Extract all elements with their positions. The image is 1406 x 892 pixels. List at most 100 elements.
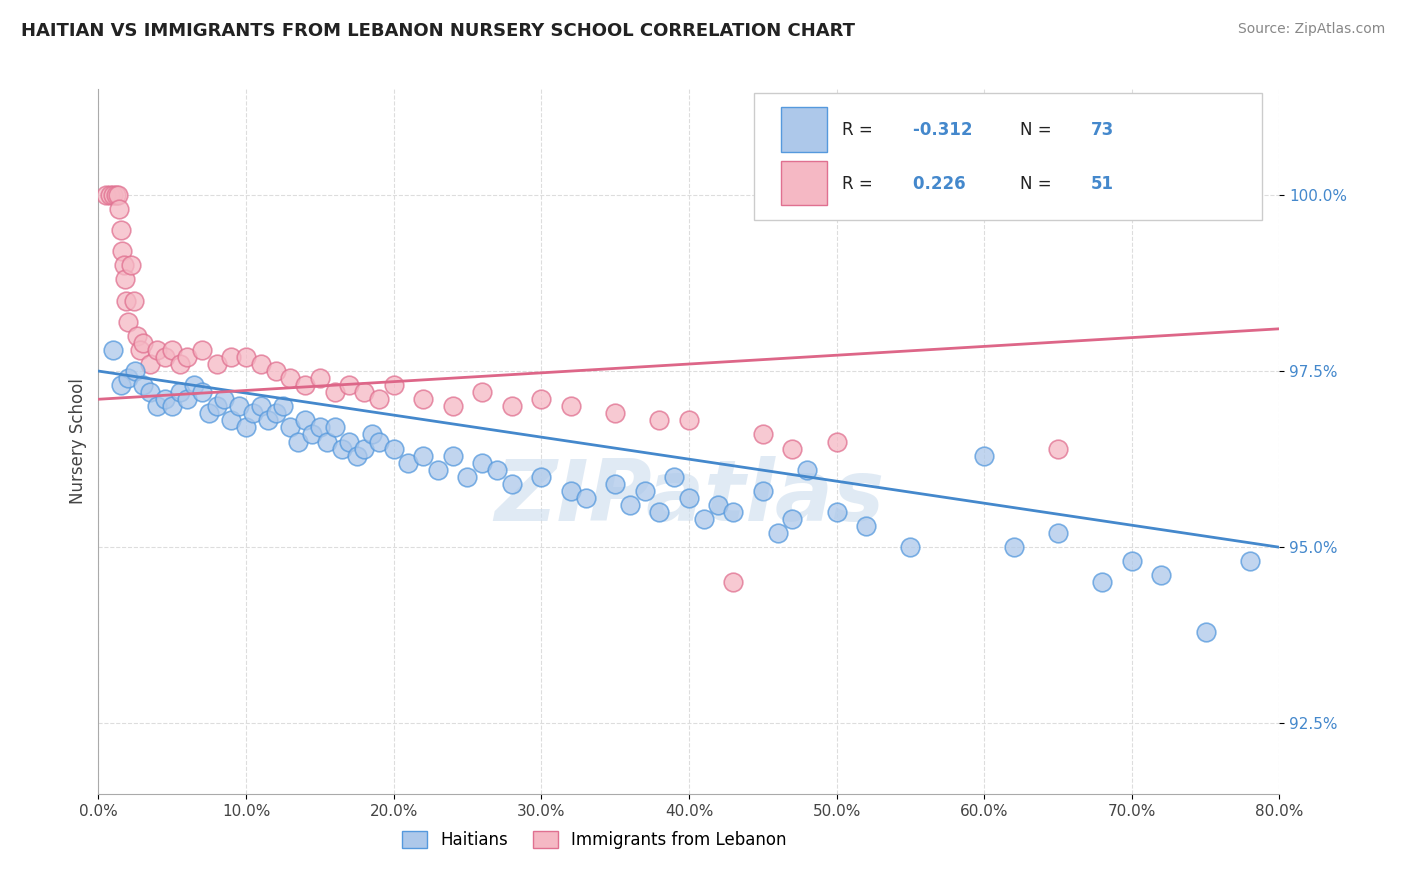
Point [110, 378, 132, 392]
Point [339, 434, 361, 449]
Point [271, 400, 294, 414]
Point [330, 442, 353, 456]
Point [105, 188, 128, 202]
Point [264, 406, 287, 420]
Text: N =: N = [1019, 120, 1056, 139]
Point [221, 350, 243, 364]
Point [120, 259, 142, 273]
Point [114, 272, 136, 286]
Point [471, 385, 494, 400]
Point [323, 385, 346, 400]
Point [117, 315, 139, 329]
Point [110, 223, 132, 237]
Point [1047, 526, 1070, 541]
Point [398, 456, 420, 470]
Point [205, 357, 228, 371]
Text: R =: R = [842, 120, 879, 139]
Point [560, 483, 582, 498]
Point [176, 392, 198, 407]
Point [309, 420, 332, 434]
Point [900, 541, 922, 555]
Point [368, 434, 391, 449]
Point [287, 434, 309, 449]
Y-axis label: Nursery School: Nursery School [69, 378, 87, 505]
Point [752, 427, 775, 442]
Point [575, 491, 598, 505]
Point [560, 400, 582, 414]
Point [111, 244, 134, 259]
Point [153, 350, 176, 364]
Point [250, 400, 273, 414]
Point [124, 364, 146, 378]
Point [1121, 554, 1143, 568]
Point [132, 335, 155, 350]
Point [309, 371, 332, 385]
Point [257, 413, 280, 427]
Point [176, 350, 198, 364]
Point [752, 483, 775, 498]
Point [664, 470, 686, 484]
Text: -0.312: -0.312 [914, 120, 984, 139]
Point [212, 392, 235, 407]
Text: HAITIAN VS IMMIGRANTS FROM LEBANON NURSERY SCHOOL CORRELATION CHART: HAITIAN VS IMMIGRANTS FROM LEBANON NURSE… [21, 22, 855, 40]
Point [825, 505, 848, 519]
Point [301, 427, 323, 442]
Point [280, 420, 302, 434]
Point [648, 505, 671, 519]
Point [1047, 442, 1070, 456]
Point [427, 463, 450, 477]
Text: ZIPatlas: ZIPatlas [494, 457, 884, 540]
Point [94, 188, 117, 202]
Point [139, 357, 162, 371]
Point [441, 400, 464, 414]
FancyBboxPatch shape [754, 93, 1261, 219]
Point [103, 343, 125, 357]
Point [368, 392, 391, 407]
Point [605, 476, 627, 491]
Point [796, 463, 818, 477]
Point [169, 357, 191, 371]
Point [146, 343, 169, 357]
Point [605, 406, 627, 420]
Point [98, 188, 121, 202]
Point [678, 413, 700, 427]
Point [360, 427, 382, 442]
Point [221, 413, 243, 427]
Point [471, 456, 494, 470]
Point [139, 385, 162, 400]
Point [125, 329, 148, 343]
Point [294, 413, 316, 427]
Text: 0.226: 0.226 [914, 175, 977, 193]
Point [501, 476, 523, 491]
Legend: Haitians, Immigrants from Lebanon: Haitians, Immigrants from Lebanon [395, 824, 793, 856]
Text: Source: ZipAtlas.com: Source: ZipAtlas.com [1237, 22, 1385, 37]
Point [264, 364, 287, 378]
Text: 51: 51 [1091, 175, 1114, 193]
Point [205, 400, 228, 414]
Point [678, 491, 700, 505]
Point [112, 259, 135, 273]
Point [501, 400, 523, 414]
Point [162, 400, 183, 414]
Point [530, 470, 553, 484]
Point [294, 378, 316, 392]
Point [191, 343, 214, 357]
Point [122, 293, 145, 308]
Point [412, 392, 434, 407]
FancyBboxPatch shape [782, 107, 827, 152]
Point [353, 385, 375, 400]
Point [146, 400, 169, 414]
Point [250, 357, 273, 371]
Point [723, 505, 745, 519]
Point [339, 378, 361, 392]
Point [280, 371, 302, 385]
Point [1195, 624, 1218, 639]
Point [619, 498, 641, 512]
Point [153, 392, 176, 407]
Text: R =: R = [842, 175, 879, 193]
Point [382, 442, 405, 456]
Point [235, 420, 257, 434]
Point [169, 385, 191, 400]
Point [191, 385, 214, 400]
Point [782, 442, 804, 456]
